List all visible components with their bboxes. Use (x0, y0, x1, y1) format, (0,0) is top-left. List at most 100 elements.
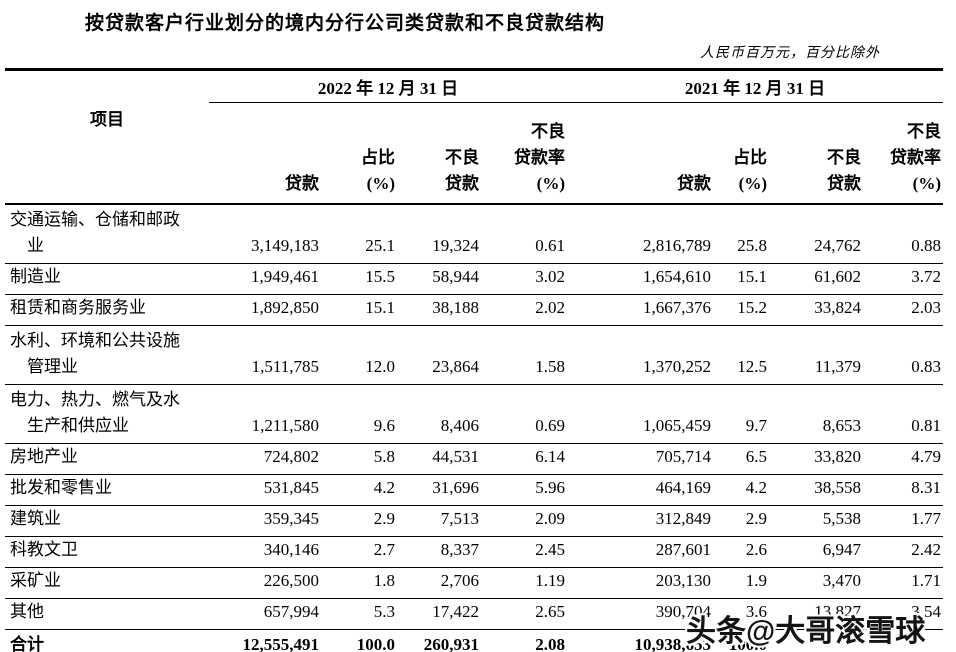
value-cell: 25.8 (713, 204, 769, 264)
value-cell: 2.08 (481, 629, 567, 652)
col-header-npl-ratio-2022: 不良 贷款率 (%) (481, 102, 567, 205)
value-cell: 5,538 (769, 505, 863, 537)
value-cell: 100.0 (321, 629, 397, 652)
industry-name-cell: 制造业 (5, 263, 209, 295)
value-cell: 0.61 (481, 204, 567, 264)
industry-name-cell: 水利、环境和公共设施 管理业 (5, 325, 209, 385)
value-cell: 2.45 (481, 536, 567, 568)
value-cell: 100.0 (713, 629, 769, 652)
total-row: 合计 12,555,491 100.0 260,931 2.08 10,938,653 10… (5, 629, 943, 652)
table-row: 交通运输、仓储和邮政 业 3,149,183 25.1 19,324 0.61 2,816… (5, 204, 943, 264)
value-cell: 1.9 (713, 567, 769, 599)
value-cell: 3.02 (481, 263, 567, 295)
table-row: 水利、环境和公共设施 管理业 1,511,785 12.0 23,864 1.58 1,3… (5, 325, 943, 385)
value-cell: 8,406 (397, 384, 481, 444)
industry-name-cell: 交通运输、仓储和邮政 业 (5, 204, 209, 264)
table-row: 电力、热力、燃气及水 生产和供应业 1,211,580 9.6 8,406 0.69 1,… (5, 384, 943, 444)
value-cell: 8,337 (397, 536, 481, 568)
value-cell: 3,149,183 (209, 204, 321, 264)
value-cell: 359,345 (209, 505, 321, 537)
value-cell: 1.19 (481, 567, 567, 599)
value-cell: 44,531 (397, 443, 481, 475)
value-cell: 1.8 (321, 567, 397, 599)
col-header-loans-2021: 贷款 (567, 102, 713, 205)
period-header-2021: 2021 年 12 月 31 日 (567, 69, 943, 103)
industry-name-cell: 租赁和商务服务业 (5, 294, 209, 326)
value-cell (769, 629, 863, 652)
value-cell: 8.31 (863, 474, 943, 506)
value-cell: 38,558 (769, 474, 863, 506)
value-cell: 0.88 (863, 204, 943, 264)
industry-name-cell: 电力、热力、燃气及水 生产和供应业 (5, 384, 209, 444)
table-row: 建筑业 359,345 2.9 7,513 2.09 312,849 2.9 5,538 1.7… (5, 505, 943, 537)
industry-name-cell: 采矿业 (5, 567, 209, 599)
value-cell: 15.1 (713, 263, 769, 295)
value-cell: 38,188 (397, 294, 481, 326)
value-cell: 2.02 (481, 294, 567, 326)
table-body: 交通运输、仓储和邮政 业 3,149,183 25.1 19,324 0.61 2,816… (5, 204, 943, 652)
value-cell: 1.58 (481, 325, 567, 385)
value-cell: 9.7 (713, 384, 769, 444)
value-cell: 58,944 (397, 263, 481, 295)
value-cell: 61,602 (769, 263, 863, 295)
value-cell: 2,706 (397, 567, 481, 599)
value-cell: 10,938,653 (567, 629, 713, 652)
table-row: 房地产业 724,802 5.8 44,531 6.14 705,714 6.5 33,820… (5, 443, 943, 475)
table-row: 制造业 1,949,461 15.5 58,944 3.02 1,654,610 15.1 6… (5, 263, 943, 295)
col-header-npl-2021: 不良 贷款 (769, 102, 863, 205)
value-cell: 657,994 (209, 598, 321, 630)
loans-by-industry-table: 项目 2022 年 12 月 31 日 2021 年 12 月 31 日 贷款 … (5, 68, 943, 652)
value-cell: 464,169 (567, 474, 713, 506)
value-cell: 24,762 (769, 204, 863, 264)
value-cell: 15.1 (321, 294, 397, 326)
value-cell: 312,849 (567, 505, 713, 537)
col-header-npl-ratio-2021: 不良 贷款率 (%) (863, 102, 943, 205)
value-cell: 17,422 (397, 598, 481, 630)
value-cell: 12.0 (321, 325, 397, 385)
col-header-loans-2022: 贷款 (209, 102, 321, 205)
table-row: 其他 657,994 5.3 17,422 2.65 390,704 3.6 13,827 3.… (5, 598, 943, 630)
value-cell: 226,500 (209, 567, 321, 599)
value-cell: 2.09 (481, 505, 567, 537)
value-cell: 5.3 (321, 598, 397, 630)
value-cell: 13,827 (769, 598, 863, 630)
value-cell: 33,824 (769, 294, 863, 326)
industry-name-cell: 科教文卫 (5, 536, 209, 568)
col-header-share-2021: 占比 (%) (713, 102, 769, 205)
value-cell: 724,802 (209, 443, 321, 475)
value-cell: 6.5 (713, 443, 769, 475)
value-cell: 7,513 (397, 505, 481, 537)
unit-note: 人民币百万元，百分比除外 (700, 46, 880, 61)
value-cell: 12,555,491 (209, 629, 321, 652)
toutiao-watermark: 头条@大哥滚雪球 (686, 615, 926, 648)
value-cell: 31,696 (397, 474, 481, 506)
industry-name-cell: 建筑业 (5, 505, 209, 537)
value-cell: 2.42 (863, 536, 943, 568)
value-cell: 0.83 (863, 325, 943, 385)
value-cell: 2.9 (321, 505, 397, 537)
value-cell: 1,211,580 (209, 384, 321, 444)
value-cell: 12.5 (713, 325, 769, 385)
industry-name-cell: 批发和零售业 (5, 474, 209, 506)
table-row: 科教文卫 340,146 2.7 8,337 2.45 287,601 2.6 6,947 2.… (5, 536, 943, 568)
value-cell: 0.69 (481, 384, 567, 444)
value-cell: 2.9 (713, 505, 769, 537)
value-cell: 15.5 (321, 263, 397, 295)
table-row: 批发和零售业 531,845 4.2 31,696 5.96 464,169 4.2 38,5… (5, 474, 943, 506)
item-column-header: 项目 (5, 69, 209, 205)
col-header-share-2022: 占比 (%) (321, 102, 397, 205)
page-title: 按贷款客户行业划分的境内分行公司类贷款和不良贷款结构 (85, 13, 606, 34)
value-cell: 5.96 (481, 474, 567, 506)
value-cell: 1,654,610 (567, 263, 713, 295)
value-cell: 23,864 (397, 325, 481, 385)
value-cell: 2.7 (321, 536, 397, 568)
value-cell: 25.1 (321, 204, 397, 264)
value-cell: 1,511,785 (209, 325, 321, 385)
value-cell: 1,065,459 (567, 384, 713, 444)
value-cell: 3.54 (863, 598, 943, 630)
value-cell: 5.8 (321, 443, 397, 475)
value-cell: 6.14 (481, 443, 567, 475)
value-cell: 1,949,461 (209, 263, 321, 295)
value-cell: 6,947 (769, 536, 863, 568)
